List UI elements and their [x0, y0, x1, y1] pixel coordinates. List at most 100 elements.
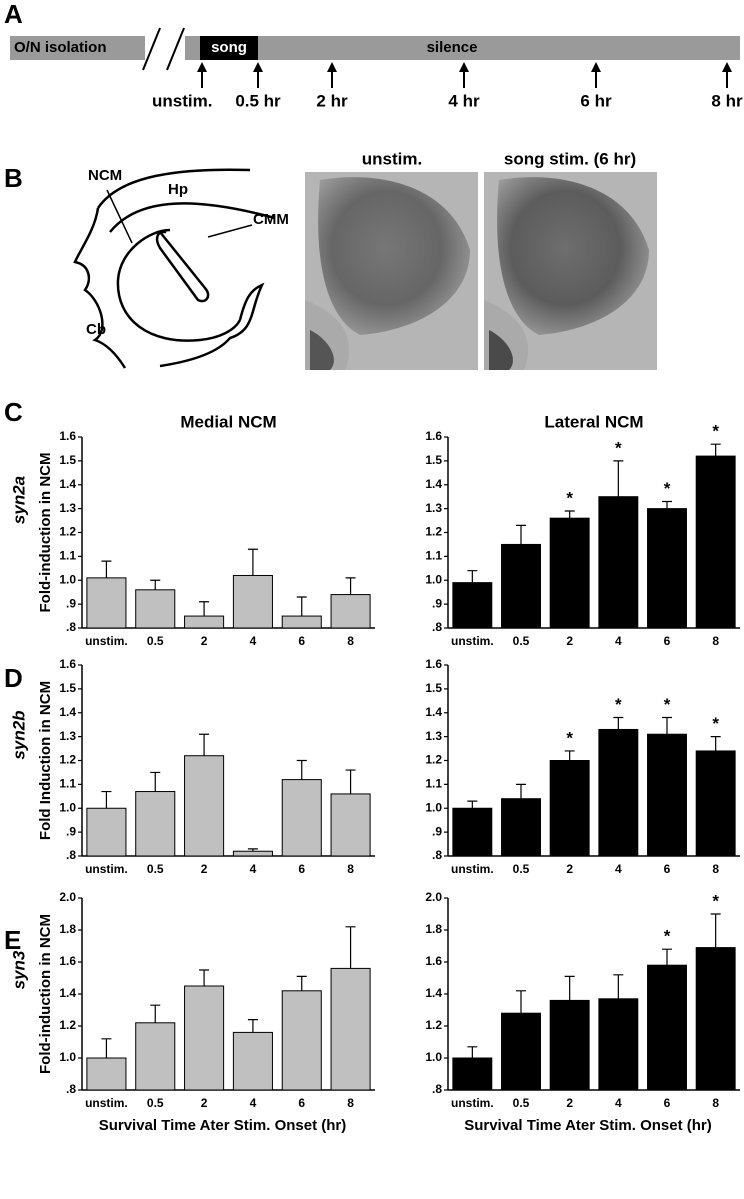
x-tick-label: 4 [615, 862, 622, 876]
bar [647, 964, 687, 1091]
gene-label: syn3 [9, 950, 28, 989]
y-tick-label: 1.0 [59, 572, 76, 586]
x-tick-label: 2 [566, 1096, 573, 1110]
arrow-head [459, 62, 469, 72]
y-tick-label: .9 [66, 596, 76, 610]
significance-marker: * [566, 728, 573, 747]
x-tick-label: 4 [615, 634, 622, 648]
error-bar [662, 716, 672, 735]
error-bar [662, 500, 672, 509]
y-tick-label: 1.4 [59, 986, 76, 1000]
y-tick-label: 1.4 [59, 477, 76, 491]
error-bar [710, 913, 721, 948]
error-bar [345, 926, 356, 969]
x-tick-label: unstim. [85, 862, 128, 876]
bar [549, 999, 590, 1091]
y-tick-label: 1.5 [425, 681, 442, 695]
bar-label: silence [427, 39, 478, 56]
x-tick-label: 6 [298, 862, 305, 876]
anatomy-label: CMM [253, 211, 289, 228]
y-tick-label: 1.3 [59, 729, 76, 743]
panel-letter: B [4, 163, 23, 193]
y-tick-label: .9 [432, 596, 442, 610]
x-tick-label: unstim. [451, 1096, 494, 1110]
panel-letter: C [4, 397, 23, 427]
bar [135, 791, 176, 857]
error-bar [564, 510, 575, 519]
x-tick-label: unstim. [85, 634, 128, 648]
error-bar [516, 990, 526, 1014]
error-bar [150, 771, 161, 792]
bar [184, 755, 225, 857]
outline [116, 228, 242, 342]
x-tick-label: 4 [615, 1096, 622, 1110]
y-tick-label: 1.6 [425, 429, 442, 443]
chart-title: Lateral NCM [544, 412, 643, 431]
error-bar [199, 601, 210, 617]
error-bar [296, 596, 307, 617]
bar [232, 1031, 273, 1091]
y-tick-label: 1.0 [425, 572, 442, 586]
error-bar [296, 759, 307, 780]
y-tick-label: 1.1 [425, 549, 442, 563]
y-tick-label: 1.3 [59, 501, 76, 515]
error-bar [150, 579, 161, 590]
arrow-head [253, 62, 263, 72]
error-bar [247, 848, 258, 852]
x-tick-label: 8 [712, 1096, 719, 1110]
outline [109, 202, 276, 233]
y-tick-label: 1.4 [59, 705, 76, 719]
bar [549, 517, 590, 629]
y-tick-label: 1.5 [59, 453, 76, 467]
significance-marker: * [615, 695, 622, 714]
y-tick-label: 1.3 [425, 501, 442, 515]
y-tick-label: .8 [66, 848, 76, 862]
y-tick-label: 1.5 [425, 453, 442, 467]
error-bar [710, 443, 721, 457]
y-axis-label: Fold-induction in NCM [37, 914, 54, 1074]
bar [452, 807, 493, 857]
y-tick-label: 1.4 [425, 986, 442, 1000]
bar [452, 1057, 493, 1091]
error-bar [710, 736, 721, 751]
micrograph [305, 172, 478, 370]
bar [647, 508, 687, 629]
y-axis-label: Fold Induction in NCM [37, 681, 54, 840]
y-tick-label: 1.6 [425, 657, 442, 671]
bar [281, 779, 322, 857]
timeline: O/N isolation song silence [10, 27, 740, 71]
y-tick-label: 1.3 [425, 729, 442, 743]
x-axis-label: Survival Time Ater Stim. Onset (hr) [99, 1117, 347, 1134]
error-bar [101, 1038, 112, 1058]
gene-label: syn2a [9, 476, 28, 524]
bar [695, 750, 736, 857]
error-bar [199, 969, 210, 986]
error-bar [613, 460, 624, 497]
bar [281, 990, 322, 1091]
y-tick-label: 1.1 [59, 549, 76, 563]
y-tick-label: 1.6 [59, 657, 76, 671]
anatomy [73, 168, 276, 369]
arrow-head [197, 62, 207, 72]
y-tick-label: 1.6 [59, 954, 76, 968]
x-tick-label: 6 [298, 634, 305, 648]
x-tick-label: 8 [347, 862, 354, 876]
bar [232, 574, 273, 629]
y-tick-label: 1.1 [59, 777, 76, 791]
bar [695, 455, 736, 629]
y-tick-label: 1.2 [425, 753, 442, 767]
image-title: unstim. [362, 149, 422, 168]
error-bar [467, 570, 478, 583]
time-point: 0.5 hr [235, 91, 281, 110]
bar [695, 947, 736, 1091]
y-tick-label: 1.6 [59, 429, 76, 443]
y-tick-label: 2.0 [59, 890, 76, 904]
bar [184, 985, 225, 1091]
y-tick-label: 1.0 [425, 1050, 442, 1064]
error-bar [613, 974, 624, 999]
song-block [200, 36, 258, 60]
arrow-head [591, 62, 601, 72]
y-tick-label: 1.5 [59, 681, 76, 695]
y-tick-label: .8 [432, 848, 442, 862]
